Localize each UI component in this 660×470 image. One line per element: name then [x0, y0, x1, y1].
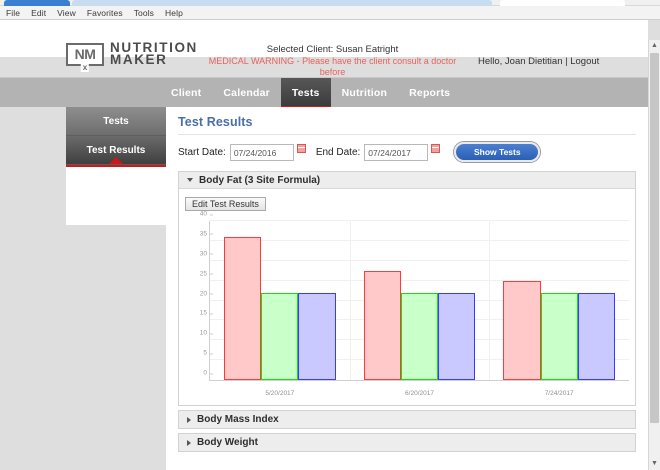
- sidebar-item-test-results[interactable]: Test Results: [66, 136, 166, 165]
- chart-bar: [363, 271, 401, 380]
- x-axis-tick: 5/20/2017: [265, 390, 295, 397]
- browser-menu-bar: File Edit View Favorites Tools Help: [0, 6, 660, 20]
- end-date-input[interactable]: [364, 144, 429, 162]
- menu-item-view[interactable]: View: [57, 7, 76, 18]
- nav-item-tests[interactable]: Tests: [280, 78, 331, 108]
- logo-line-1: NUTRITION: [110, 40, 198, 55]
- y-axis-tick: 30: [200, 250, 214, 257]
- logo-mark-text: NM: [74, 46, 96, 62]
- chart-gridline: [210, 279, 629, 281]
- accordion-title-body-mass-index: Body Mass Index: [197, 414, 279, 425]
- chart-bar: [298, 292, 336, 380]
- chart-gridline: [210, 239, 629, 241]
- app-logo[interactable]: NM NUTRITION MAKER: [66, 40, 198, 67]
- end-date-field: [364, 143, 441, 162]
- accordion-body-mass-index: Body Mass Index: [178, 410, 636, 429]
- y-axis-tick: 35: [200, 230, 214, 237]
- menu-item-edit[interactable]: Edit: [31, 7, 47, 18]
- logo-mark-icon: NM: [66, 42, 104, 66]
- logo-line-2: MAKER: [110, 52, 168, 67]
- date-filter-row: Start Date: End Date: Show Tests: [178, 142, 636, 162]
- chart-gridline: [210, 220, 629, 221]
- accordion-body-body-fat: Edit Test Results 0 5 10 15 20 25 30 35 40 5/20/2…: [179, 189, 635, 405]
- chart-gridline: [210, 259, 629, 261]
- start-date-field: [229, 143, 306, 162]
- accordion-header-body-weight[interactable]: Body Weight: [179, 434, 635, 451]
- y-axis-tick: 40: [200, 211, 214, 218]
- scrollbar-thumb[interactable]: [650, 53, 659, 423]
- browser-tab-inactive[interactable]: [72, 0, 492, 6]
- start-date-label: Start Date:: [178, 146, 226, 158]
- y-axis-tick: 0: [203, 370, 213, 377]
- show-tests-button[interactable]: Show Tests: [454, 142, 541, 162]
- nav-item-calendar[interactable]: Calendar: [223, 87, 270, 99]
- chart-bar: [503, 281, 541, 380]
- page-body: NM NUTRITION MAKER Selected Client: Susa…: [0, 20, 660, 470]
- logo-wordmark: NUTRITION MAKER: [110, 40, 198, 67]
- medical-warning-line-1: MEDICAL WARNING - Please have the client…: [208, 56, 457, 77]
- browser-tab-active[interactable]: [4, 0, 70, 6]
- accordion-title-body-weight: Body Weight: [197, 437, 258, 448]
- calendar-icon[interactable]: [296, 143, 306, 153]
- user-greeting[interactable]: Hello, Joan Dietitian | Logout: [478, 56, 600, 67]
- left-sidebar: Tests Test Results: [66, 107, 166, 225]
- chart-bar: [400, 292, 439, 380]
- menu-item-favorites[interactable]: Favorites: [86, 7, 123, 18]
- menu-item-tools[interactable]: Tools: [133, 7, 155, 18]
- scroll-up-icon[interactable]: ▲: [651, 42, 658, 49]
- chevron-right-icon: [187, 416, 191, 423]
- menu-item-file[interactable]: File: [6, 7, 21, 18]
- end-date-label: End Date:: [315, 146, 361, 158]
- chart-plot-area: 0 5 10 15 20 25 30 35 40 5/20/2017 6/20/2017 7/24/2…: [200, 211, 629, 397]
- chevron-down-icon: [187, 178, 193, 182]
- chart-bar: [438, 292, 476, 380]
- edit-test-results-button[interactable]: Edit Test Results: [185, 197, 266, 211]
- nav-item-reports[interactable]: Reports: [409, 87, 451, 99]
- chart-bar: [540, 292, 578, 380]
- browser-tabstrip: [0, 0, 660, 6]
- accordion-header-body-mass-index[interactable]: Body Mass Index: [179, 411, 635, 428]
- y-axis-tick: 15: [200, 310, 214, 317]
- menu-item-help[interactable]: Help: [165, 7, 183, 18]
- chart-bar: [223, 236, 262, 380]
- y-axis-tick: 25: [200, 270, 214, 277]
- scroll-down-icon[interactable]: ▼: [651, 460, 658, 467]
- browser-address-bar[interactable]: [500, 0, 625, 6]
- chart-gridline-vertical: [349, 221, 351, 380]
- y-axis-tick: 10: [200, 330, 214, 337]
- content-panel: Test Results Start Date: End Date: Show …: [166, 107, 648, 470]
- chart-gridline-vertical: [489, 221, 491, 380]
- chevron-right-icon: [187, 439, 191, 446]
- sidebar-item-tests[interactable]: Tests: [66, 107, 166, 136]
- body-fat-chart: 0 5 10 15 20 25 30 35 40 5/20/2017 6/20/2017 7/24/2…: [185, 211, 633, 403]
- x-axis-tick: 7/24/2017: [544, 390, 574, 397]
- start-date-input[interactable]: [229, 144, 294, 162]
- sidebar-filler: [66, 165, 166, 225]
- main-navigation: Client Calendar Tests Nutrition Reports …: [0, 77, 648, 162]
- vertical-scrollbar[interactable]: ▲ ▼: [648, 40, 660, 470]
- chart-bar: [261, 292, 299, 380]
- chart-bar: [577, 292, 616, 380]
- accordion-body-fat: Body Fat (3 Site Formula) Edit Test Resu…: [178, 171, 636, 406]
- accordion-title-body-fat: Body Fat (3 Site Formula): [199, 174, 321, 186]
- nav-item-nutrition[interactable]: Nutrition: [341, 87, 388, 99]
- y-axis-tick: 5: [203, 350, 213, 357]
- page-title: Test Results: [178, 115, 636, 135]
- nav-item-client[interactable]: Client: [171, 87, 202, 99]
- x-axis-tick: 6/20/2017: [405, 390, 434, 397]
- selected-client-label: Selected Client: Susan Eatright: [266, 44, 399, 55]
- accordion-header-body-fat[interactable]: Body Fat (3 Site Formula): [179, 172, 635, 189]
- accordion-body-weight: Body Weight: [178, 433, 636, 452]
- calendar-icon[interactable]: [431, 143, 441, 153]
- app-header: NM NUTRITION MAKER Selected Client: Susa…: [0, 20, 648, 88]
- browser-chrome: File Edit View Favorites Tools Help: [0, 0, 660, 20]
- y-axis-tick: 20: [200, 290, 214, 297]
